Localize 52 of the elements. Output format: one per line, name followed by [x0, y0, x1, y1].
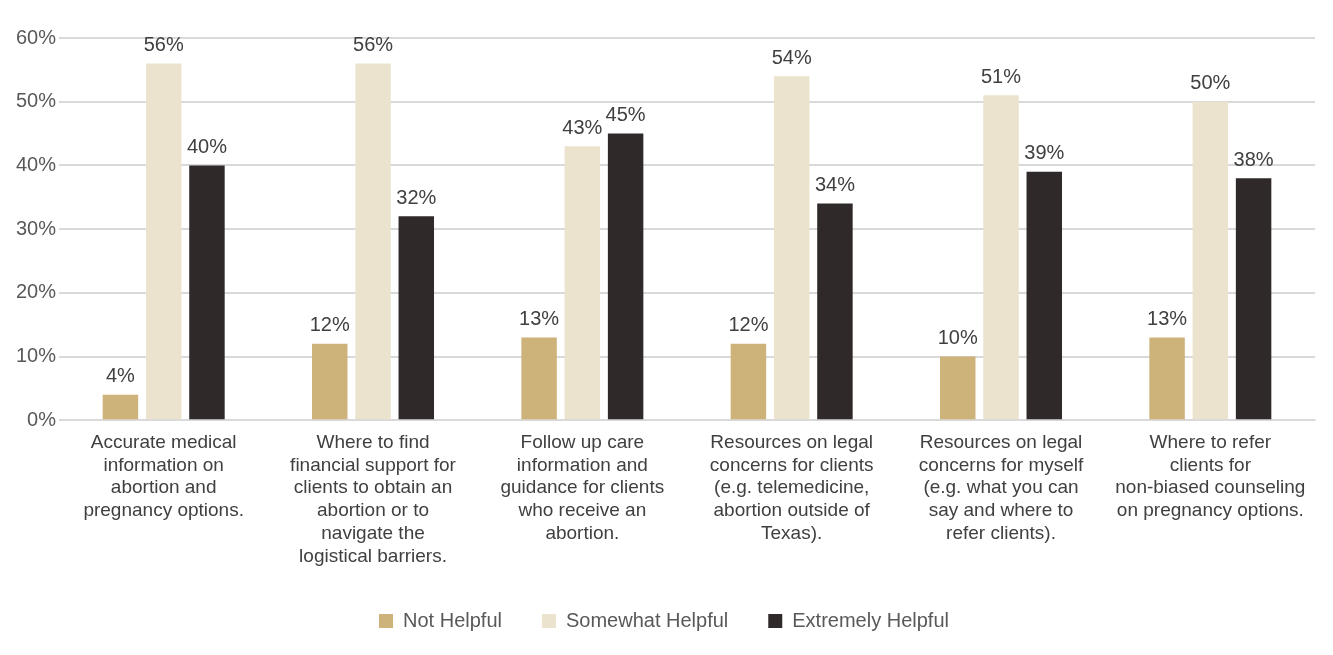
y-tick-label: 60%	[16, 25, 57, 48]
data-label: 38%	[1233, 147, 1274, 170]
data-label: 40%	[186, 134, 228, 157]
data-label: 13%	[1147, 306, 1188, 329]
bar	[189, 165, 225, 420]
bar	[773, 76, 810, 420]
bar	[355, 63, 391, 420]
data-label: 45%	[605, 103, 646, 126]
bar	[1026, 171, 1063, 420]
bar	[730, 343, 767, 420]
x-tick-label: Resources on legal concerns for myself (e.g. what you can say and where to refer clients).	[918, 430, 1085, 544]
y-tick-label: 40%	[16, 152, 57, 175]
bar	[940, 356, 976, 420]
legend-label: Somewhat Helpful	[565, 608, 729, 631]
y-tick-label: 50%	[16, 89, 57, 112]
data-label: 56%	[353, 33, 394, 55]
bar	[398, 216, 435, 420]
data-label: 43%	[562, 115, 603, 138]
bar	[1149, 337, 1185, 420]
data-label: 54%	[771, 45, 812, 68]
x-tick-label: Follow up care information and guidance for clients who receive an abortion.	[500, 430, 665, 544]
data-label: 4%	[105, 364, 136, 387]
x-tick-label: Accurate medical information on abortion and pregnancy options.	[83, 430, 244, 521]
y-tick-label: 10%	[16, 344, 57, 367]
bar	[1235, 178, 1272, 420]
x-tick-label: Where to refer clients for non-biased counseling on pregnancy options.	[1115, 430, 1306, 521]
y-tick-label: 0%	[27, 407, 57, 430]
data-label: 50%	[1190, 71, 1231, 94]
bar	[521, 337, 557, 420]
y-tick-label: 30%	[16, 216, 57, 239]
data-label: 51%	[980, 64, 1022, 87]
bar	[607, 133, 644, 420]
bar	[564, 146, 601, 420]
legend-label: Not Helpful	[403, 608, 502, 631]
data-label: 32%	[396, 185, 437, 208]
y-tick-label: 20%	[16, 280, 57, 303]
data-label: 12%	[728, 313, 769, 336]
data-label: 39%	[1024, 141, 1065, 164]
data-label: 56%	[143, 33, 184, 55]
bar	[817, 203, 853, 420]
data-label: 34%	[814, 173, 856, 196]
bar	[983, 95, 1019, 420]
legend-label: Extremely Helpful	[792, 608, 949, 631]
x-tick-label: Resources on legal concerns for clients (e.g. telemedicine, abortion outside of Texas).	[709, 430, 874, 544]
bar	[102, 394, 139, 420]
bar	[312, 343, 348, 420]
data-label: 13%	[519, 306, 560, 329]
x-tick-label: Where to find financial support for clients to obtain an abortion or to navigate the logistical barriers.	[290, 430, 457, 566]
bar	[145, 63, 182, 420]
bar	[1192, 101, 1229, 420]
data-label: 12%	[309, 313, 350, 336]
data-label: 10%	[937, 326, 978, 349]
